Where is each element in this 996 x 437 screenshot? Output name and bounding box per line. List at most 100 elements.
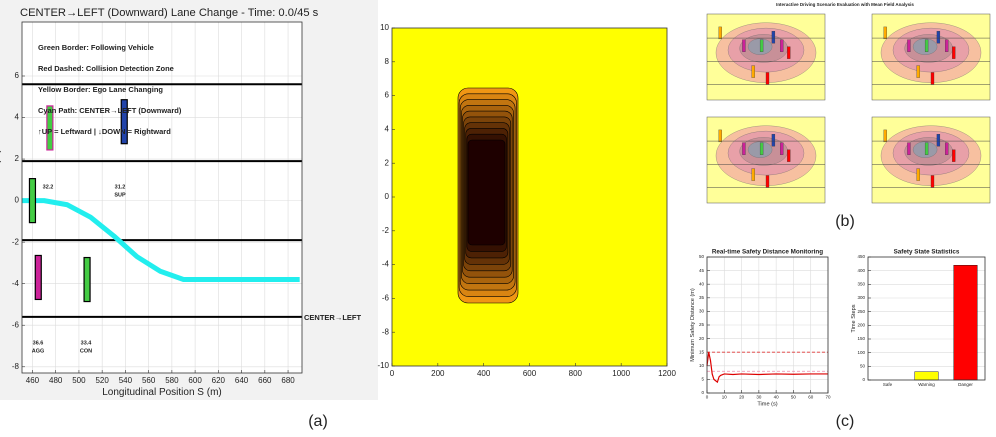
y-tick-label: -10 [377,361,389,370]
x-tick-label: 620 [212,376,226,385]
vehicle-label: 32.2 [43,184,54,190]
x-tick-label: 70 [825,395,831,400]
thumbnail-vehicle [718,26,722,40]
vehicle-label: 31.2 [115,184,126,190]
vehicle [46,105,54,151]
vehicle-label: 33.4 [81,340,93,346]
thumbnail-vehicle [907,142,911,155]
x-tick-label: 0 [390,369,395,378]
y-tick-label: 15 [699,349,705,354]
y-tick-label: 30 [699,309,705,314]
y-tick-label: 200 [857,323,865,328]
y-tick-label: 6 [385,91,390,100]
x-tick-label: 1200 [658,369,676,378]
vehicle [34,254,42,301]
x-tick-label: 400 [477,369,491,378]
y-tick-label: 150 [857,336,865,341]
thumbnail-vehicle [751,168,755,181]
y-tick-label: 6 [15,71,20,80]
thumbnail-vehicle [924,39,929,52]
y-tick-label: 50 [699,254,705,259]
y-tick-label: -4 [382,260,390,269]
thumbnail-vehicle [765,175,770,188]
x-tick-label: 0 [706,395,709,400]
x-tick-label: 640 [235,376,249,385]
plot-frame [867,256,986,381]
x-axis-label: Longitudinal Position S (m) [102,387,222,398]
chart-title: CENTER→LEFT (Downward) Lane Change - Tim… [20,7,319,19]
y-tick-label: 350 [857,282,865,287]
x-tick-label: 540 [119,376,133,385]
x-tick-label: 800 [569,369,583,378]
x-tick-label: Danger [958,382,973,387]
vehicle-label: SUP [114,192,126,198]
thumbnail-vehicle [936,134,941,147]
x-tick-label: Warning [918,382,935,387]
legend-text: Red Dashed: Collision Detection Zone [38,64,174,73]
x-tick-label: 1000 [612,369,630,378]
thumbnail-vehicle [787,46,791,59]
plot-area [392,28,667,366]
y-axis-label: Lateral Position D (m) [0,149,2,246]
thumbnail-vehicle [883,129,887,143]
y-tick-label: 10 [699,363,705,368]
y-tick-label: -8 [382,327,390,336]
y-tick-label: 4 [15,113,20,122]
thumbnail-vehicle [780,39,784,52]
thumbnail-vehicle [787,149,791,162]
y-tick-label: 100 [857,350,865,355]
thumbnail-vehicle [924,142,929,155]
bar [953,265,978,381]
line-series [706,352,828,384]
panel-label: (c) [836,413,855,430]
legend-text: Yellow Border: Ego Lane Changing [38,85,163,94]
y-tick-label: 450 [857,254,865,259]
y-axis-label: Time Steps [851,304,857,332]
vehicle [28,178,37,224]
plot-frame [706,256,829,394]
thumbnail-vehicle [718,129,722,143]
x-tick-label: 680 [281,376,295,385]
thumbnail-vehicle [952,149,956,162]
planned-path [22,198,300,283]
legend-text: Green Border: Following Vehicle [38,43,154,52]
vehicle [120,99,128,145]
x-tick-label: 40 [774,395,780,400]
y-tick-label: -8 [12,362,20,371]
thumbnail-vehicle [780,142,784,155]
x-tick-label: 20 [739,395,745,400]
panel-label: (b) [835,213,855,230]
x-tick-label: 60 [808,395,814,400]
y-tick-label: 0 [862,377,865,382]
legend-text: ↑UP = Leftward | ↓DOWN = Rightward [38,127,171,136]
x-tick-label: 30 [756,395,762,400]
x-tick-label: 500 [72,376,86,385]
y-tick-label: 400 [857,268,865,273]
x-tick-label: 10 [722,395,728,400]
thumbnail-vehicle [936,31,941,44]
thumbnail-vehicle [916,168,920,181]
chart-title: Interactive Driving Scenario Evaluation … [776,2,914,7]
y-tick-label: 35 [699,295,705,300]
y-tick-label: 10 [380,23,389,32]
legend-text: Cyan Path: CENTER→LEFT (Downward) [38,106,182,115]
y-tick-label: 2 [15,154,20,163]
x-axis-label: Time (s) [757,401,777,407]
chart-title: Safety State Statistics [894,249,960,256]
thumbnail-vehicle [742,142,746,155]
x-tick-label: Safe [883,382,893,387]
contour-level [467,139,506,246]
thumbnail-vehicle [765,72,770,85]
y-tick-label: 300 [857,295,865,300]
y-tick-label: -2 [382,226,390,235]
thumbnail-vehicle [771,31,776,44]
plot-area [22,22,302,373]
y-tick-label: 0 [15,196,20,205]
path-label: CENTER→LEFT [304,313,362,322]
thumbnail-vehicle [907,39,911,52]
thumbnail-vehicle [930,72,935,85]
y-tick-label: 25 [699,322,705,327]
thumbnail-vehicle [883,26,887,40]
y-tick-label: -2 [12,237,20,246]
